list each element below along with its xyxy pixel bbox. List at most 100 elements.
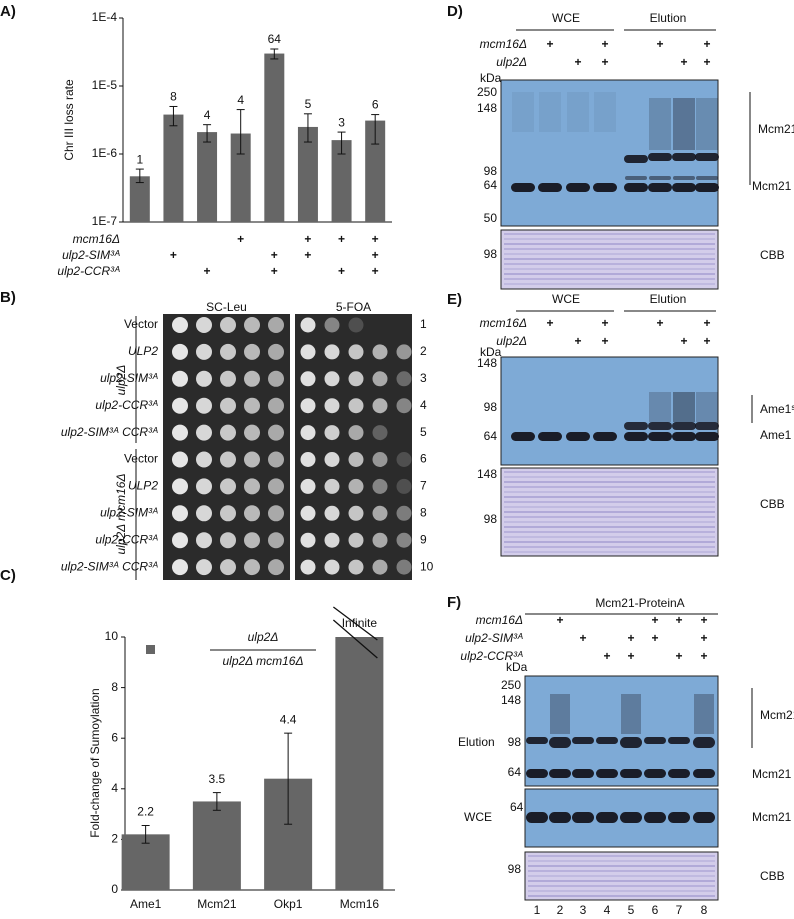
panel-label: E) xyxy=(447,291,462,308)
colony-spot xyxy=(244,478,260,495)
protein-band xyxy=(538,183,562,192)
colony-spot xyxy=(372,478,388,494)
genotype-mark: + xyxy=(556,613,563,627)
colony-spot xyxy=(220,478,236,495)
band-label: Mcm21 xyxy=(752,767,792,781)
protein-band xyxy=(566,432,590,441)
genotype-mark: + xyxy=(700,631,707,645)
kda-label: kDa xyxy=(480,345,502,359)
protein-band xyxy=(511,183,535,192)
colony-spot xyxy=(372,532,388,548)
mw-marker: 250 xyxy=(477,85,497,99)
protein-band xyxy=(672,422,696,430)
protein-band xyxy=(695,422,719,430)
colony-spot xyxy=(324,344,340,360)
colony-spot xyxy=(324,317,340,333)
colony-spot xyxy=(172,397,188,414)
break-mark xyxy=(332,619,378,659)
y-tick-label: 1E-6 xyxy=(92,146,118,160)
y-tick-label: 1E-7 xyxy=(92,214,118,228)
colony-spot xyxy=(196,478,212,495)
colony-spot xyxy=(196,397,212,414)
colony-spot xyxy=(396,452,412,467)
x-tick-label: Mcm16 xyxy=(340,897,380,911)
smear xyxy=(550,694,570,734)
y-tick-label: 8 xyxy=(111,680,118,694)
colony-spot xyxy=(348,398,364,414)
colony-spot xyxy=(220,397,236,414)
genotype-mark: + xyxy=(601,55,608,69)
genotype-mark: + xyxy=(627,631,634,645)
lane-number: 7 xyxy=(676,903,683,917)
protein-band xyxy=(526,812,548,823)
colony-spot xyxy=(396,398,412,414)
kda-label: kDa xyxy=(480,71,502,85)
genotype-label: ulp2-SIM³ᴬ xyxy=(465,631,523,645)
error-bar xyxy=(371,114,380,145)
bar-annotation: 4 xyxy=(237,93,244,107)
y-tick-label: 1E-4 xyxy=(92,10,118,24)
genotype-mark: + xyxy=(546,37,553,51)
lane-number: 3 xyxy=(580,903,587,917)
annotation: Infinite xyxy=(342,616,378,630)
panel-label: B) xyxy=(0,289,16,306)
colony-spot xyxy=(220,343,236,360)
colony-spot xyxy=(268,343,284,360)
genotype-mark: + xyxy=(703,55,710,69)
colony-spot xyxy=(268,397,284,414)
protein-band xyxy=(672,183,696,192)
genotype-mark: + xyxy=(304,232,311,246)
colony-spot xyxy=(372,398,388,414)
protein-band xyxy=(620,769,642,778)
smear xyxy=(673,392,695,422)
mw-marker: 148 xyxy=(477,467,497,481)
protein-band xyxy=(695,183,719,192)
lane-header: WCE xyxy=(552,292,580,306)
y-tick-label: 1E-5 xyxy=(92,78,118,92)
strain-label: ULP2 xyxy=(128,479,158,493)
strain-label: ulp2-CCR³ᴬ xyxy=(95,532,158,546)
genotype-mark: + xyxy=(651,631,658,645)
mw-marker: 64 xyxy=(484,429,498,443)
colony-spot xyxy=(244,559,260,576)
cbb-label: CBB xyxy=(760,248,785,262)
mw-marker: 98 xyxy=(508,735,522,749)
colony-spot xyxy=(348,505,364,521)
genotype-label: ulp2-SIM³ᴬ xyxy=(62,248,120,262)
smear xyxy=(696,98,718,150)
protein-band xyxy=(572,737,594,744)
panel-label: D) xyxy=(447,3,463,20)
row-number: 3 xyxy=(420,371,427,385)
genotype-mark: + xyxy=(627,649,634,663)
protein-band xyxy=(649,176,671,180)
x-tick-label: Ame1 xyxy=(130,897,162,911)
colony-spot xyxy=(196,370,212,387)
mw-marker: 250 xyxy=(501,678,521,692)
colony-spot xyxy=(348,371,364,387)
smear xyxy=(512,92,534,132)
genotype-mark: + xyxy=(546,316,553,330)
mw-marker: 64 xyxy=(484,178,498,192)
colony-spot xyxy=(172,343,188,360)
genotype-mark: + xyxy=(651,613,658,627)
media-label: SC-Leu xyxy=(206,300,247,314)
protein-band xyxy=(549,812,571,823)
protein-band xyxy=(549,769,571,778)
error-bar xyxy=(284,732,293,825)
row-number: 4 xyxy=(420,398,427,412)
lane-number: 5 xyxy=(628,903,635,917)
band-label: Mcm21ˢᵁᴹᴼ xyxy=(760,708,794,722)
cbb-gel xyxy=(524,851,719,901)
y-tick-label: 4 xyxy=(111,781,118,795)
smear xyxy=(696,392,718,422)
protein-band xyxy=(648,153,672,161)
colony-spot xyxy=(396,344,412,360)
x-tick-label: Mcm21 xyxy=(197,897,237,911)
legend-denominator: ulp2Δ mcm16Δ xyxy=(222,654,303,668)
band-label: Mcm21 xyxy=(752,179,792,193)
error-bar xyxy=(203,124,212,143)
colony-spot xyxy=(220,317,236,333)
protein-band xyxy=(624,422,648,430)
mw-marker: 148 xyxy=(501,693,521,707)
lane-number: 1 xyxy=(534,903,541,917)
